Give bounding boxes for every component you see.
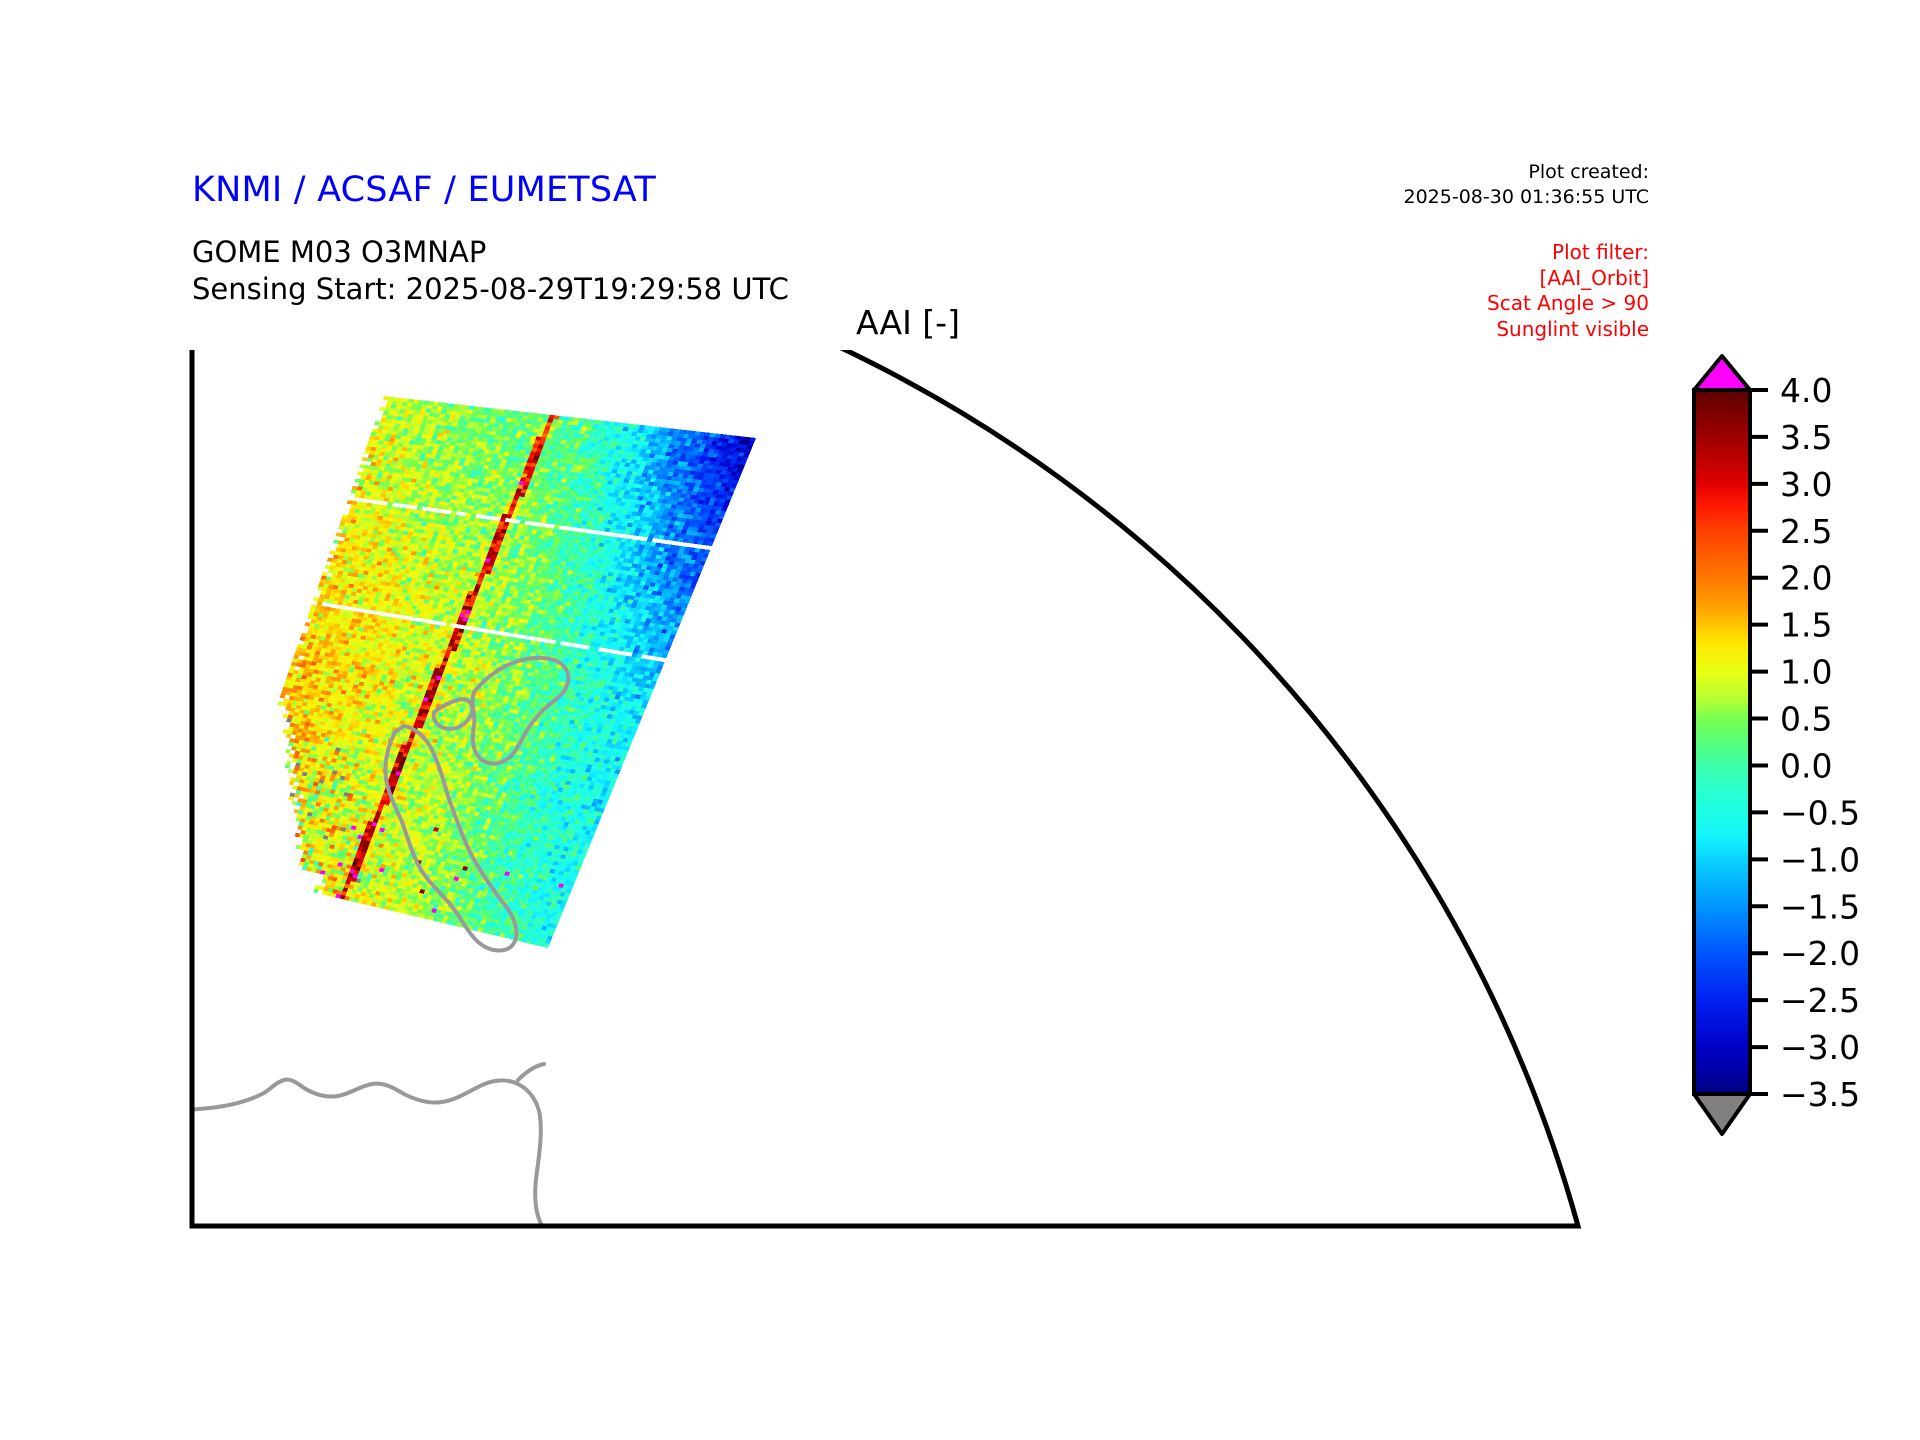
coastline-antarctic-fragment (516, 1062, 546, 1082)
plot-created-label: Plot created: (1528, 161, 1649, 183)
colorbar-under-range-arrow (1692, 1092, 1752, 1136)
map-canvas (189, 350, 1582, 1229)
plot-created-block: Plot created: 2025-08-30 01:36:55 UTC (1404, 160, 1650, 210)
colorbar-tick-label: −3.0 (1780, 1028, 1860, 1067)
plot-filter-scat-angle: Scat Angle > 90 (1487, 291, 1649, 315)
coastline-new-zealand-south-island (383, 724, 519, 953)
plot-filter-sunglint: Sunglint visible (1496, 316, 1649, 341)
colorbar-tick-label: 3.5 (1780, 418, 1832, 457)
colorbar-canvas: 4.0 3.5 3.0 2.5 2.0 1.5 1.0 0.5 0.0 −0.5 −1.0 −1.5 −… (1692, 354, 1860, 1136)
coastline-new-zealand-cook-strait (431, 697, 475, 731)
colorbar-tick-label: 2.0 (1780, 559, 1832, 598)
sensing-start-label: Sensing Start: 2025-08-29T19:29:58 UTC (192, 272, 789, 306)
colorbar-tick-label: −1.0 (1780, 840, 1860, 879)
colorbar-gradient-bar (1692, 388, 1752, 1096)
colorbar-tick-label: 0.5 (1780, 700, 1832, 739)
colorbar-tick-label: −2.5 (1780, 981, 1860, 1020)
page-title: AAI [-] (856, 303, 960, 342)
colorbar-tick-label: −3.5 (1780, 1075, 1860, 1114)
product-title: GOME M03 O3MNAP (192, 235, 487, 269)
colorbar-tick-label: 4.0 (1780, 371, 1832, 410)
colorbar-tick-label: −0.5 (1780, 793, 1860, 832)
colorbar-tick-label: 1.0 (1780, 653, 1832, 692)
plot-created-timestamp: 2025-08-30 01:36:55 UTC (1403, 186, 1650, 208)
colorbar-tick-label: −2.0 (1780, 934, 1860, 973)
coastline-layer (192, 655, 571, 1227)
colorbar-tick-label: 3.0 (1780, 465, 1832, 504)
colorbar-panel: 4.0 3.5 3.0 2.5 2.0 1.5 1.0 0.5 0.0 −0.5 −1.0 −1.5 −… (1668, 352, 1888, 1232)
map-frame-border (189, 350, 1582, 1229)
map-plot-panel (188, 350, 1608, 1230)
plot-filter-name: [AAI_Orbit] (1539, 265, 1649, 290)
plot-filter-label: Plot filter: (1552, 240, 1649, 264)
coastline-new-zealand-north-island (470, 655, 571, 766)
colorbar-over-range-arrow (1692, 354, 1752, 392)
colorbar-ticks: 4.0 3.5 3.0 2.5 2.0 1.5 1.0 0.5 0.0 −0.5 −1.0 −1.5 −… (1750, 371, 1860, 1114)
colorbar-tick-label: −1.5 (1780, 887, 1860, 926)
colorbar-tick-label: 2.5 (1780, 512, 1832, 551)
aai-swath-raster (277, 396, 756, 948)
colorbar-tick-label: 1.5 (1780, 606, 1832, 645)
coastline-south-america-coast (192, 1077, 544, 1227)
colorbar-tick-label: 0.0 (1780, 746, 1832, 785)
plot-filter-block: Plot filter: [AAI_Orbit] Scat Angle > 90… (1487, 240, 1649, 342)
agency-title: KNMI / ACSAF / EUMETSAT (192, 170, 656, 210)
